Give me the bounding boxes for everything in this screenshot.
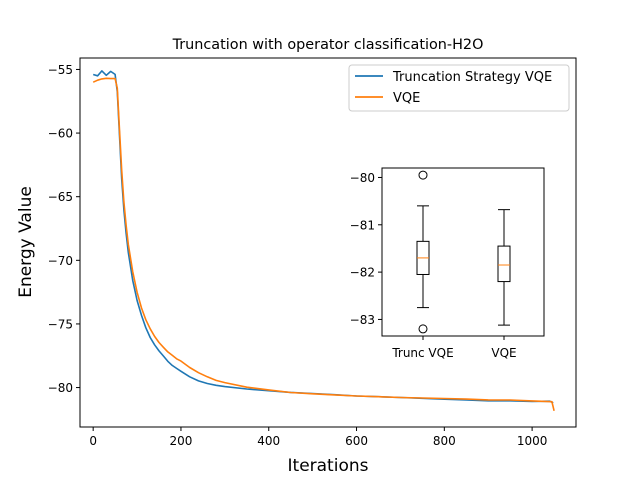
chart-title: Truncation with operator classification-… bbox=[172, 37, 484, 53]
legend-frame bbox=[348, 64, 570, 112]
x-axis-label: Iterations bbox=[288, 456, 369, 476]
main-series-group bbox=[92, 70, 555, 411]
x-tick-label: 0 bbox=[89, 434, 97, 448]
y-tick-label: −55 bbox=[48, 63, 73, 77]
x-tick-label: 600 bbox=[345, 434, 368, 448]
inset-y-tick-label: −80 bbox=[350, 171, 375, 185]
inset-x-ticks: Trunc VQE VQE bbox=[391, 336, 517, 360]
inset-x-tick-label: Trunc VQE bbox=[391, 346, 453, 360]
legend: Truncation Strategy VQE VQE bbox=[348, 64, 570, 112]
box-body-vqe bbox=[497, 245, 511, 283]
inset-y-ticks: −80 −81 −82 −83 bbox=[350, 171, 382, 327]
inset-y-tick-label: −81 bbox=[350, 218, 375, 232]
y-tick-label: −70 bbox=[48, 254, 73, 268]
series-line-vqe bbox=[92, 77, 555, 411]
legend-label-vqe: VQE bbox=[393, 91, 420, 106]
inset-boxplot-axes: −80 −81 −82 −83 Trunc VQE VQE bbox=[350, 167, 545, 360]
main-x-ticks: 0 200 400 600 800 1000 bbox=[89, 427, 547, 448]
y-tick-label: −75 bbox=[48, 317, 73, 331]
inset-y-tick-label: −83 bbox=[350, 313, 375, 327]
y-tick-label: −60 bbox=[48, 127, 73, 141]
inset-x-tick-label: VQE bbox=[491, 346, 516, 360]
x-tick-label: 200 bbox=[170, 434, 193, 448]
x-tick-label: 400 bbox=[257, 434, 280, 448]
main-y-ticks: −55 −60 −65 −70 −75 −80 bbox=[48, 63, 80, 395]
main-plot-frame bbox=[79, 57, 577, 428]
main-axes: Truncation with operator classification-… bbox=[16, 37, 577, 476]
x-tick-label: 800 bbox=[433, 434, 456, 448]
box-outlier-trunc-vqe bbox=[418, 170, 428, 180]
inset-frame bbox=[381, 167, 545, 337]
y-axis-label: Energy Value bbox=[16, 186, 36, 298]
y-tick-label: −65 bbox=[48, 190, 73, 204]
y-tick-label: −80 bbox=[48, 381, 73, 395]
inset-y-tick-label: −82 bbox=[350, 266, 375, 280]
inset-background bbox=[382, 168, 544, 336]
legend-label-truncation-strategy-vqe: Truncation Strategy VQE bbox=[392, 70, 552, 85]
inset-box-group bbox=[416, 170, 511, 334]
x-tick-label: 1000 bbox=[517, 434, 548, 448]
box-outlier-trunc-vqe bbox=[418, 324, 428, 334]
